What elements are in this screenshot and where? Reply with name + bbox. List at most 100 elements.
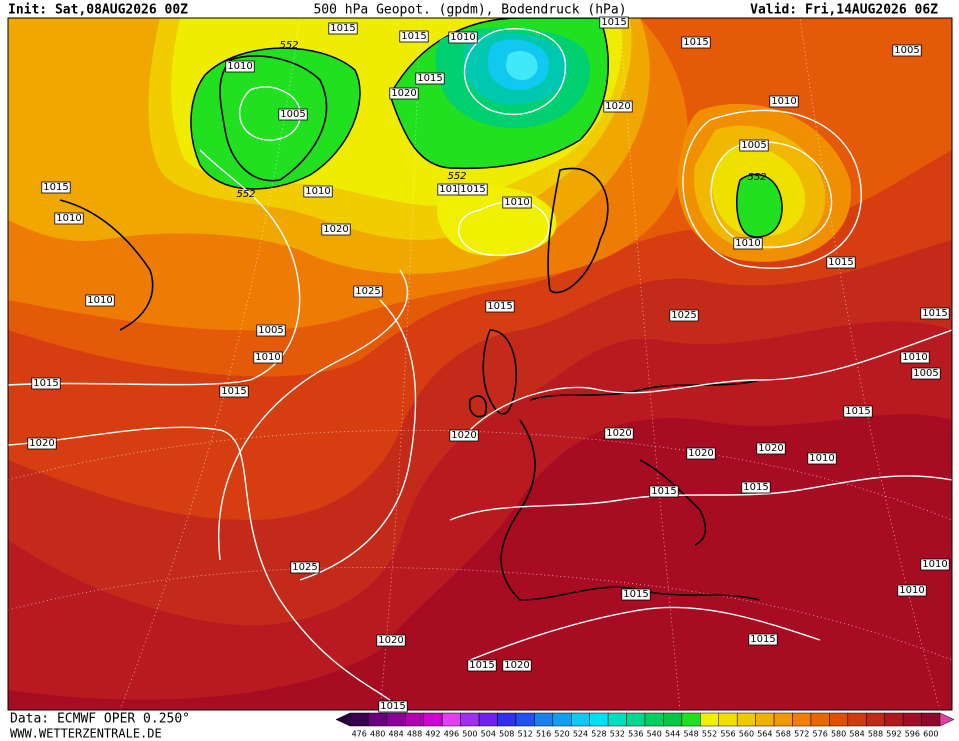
isobar: [218, 269, 409, 561]
colorbar-swatch: [902, 712, 922, 727]
isobar-label: 1010: [899, 585, 924, 596]
colorbar-swatch: [515, 712, 535, 727]
colorbar-swatch: [441, 712, 461, 727]
colorbar-label: 484: [388, 730, 403, 739]
isobar-label: 1015: [845, 406, 870, 417]
isobar-label: 1015: [43, 182, 68, 193]
colorbar-swatch: [497, 712, 517, 727]
isobar-label-box: [748, 633, 778, 646]
isobar-label: 1020: [758, 443, 783, 454]
colorbar-end-high: [939, 712, 955, 727]
isobar-label: 1010: [504, 197, 529, 208]
colorbar-swatch: [349, 712, 369, 727]
isobar-label: 1015: [828, 257, 853, 268]
isobar-label: 1010: [735, 238, 760, 249]
isobar-label: 1010: [87, 295, 112, 306]
isobar-label-box: [686, 447, 716, 460]
isobar-label: 1015: [469, 660, 494, 671]
isobar: [469, 329, 952, 431]
colorbar-swatch: [736, 712, 756, 727]
isobar: [463, 28, 567, 115]
isobar-label-box: [41, 181, 71, 194]
isobar-label-box: [502, 196, 532, 209]
isobar-label-box: [843, 405, 873, 418]
colorbar-label: 536: [628, 730, 643, 739]
colorbar-label: 560: [739, 730, 754, 739]
isobar-label: 1005: [894, 45, 919, 56]
colorbar-swatch: [386, 712, 406, 727]
colorbar-label: 476: [352, 730, 367, 739]
colorbar-label: 600: [923, 730, 938, 739]
isobar-label: 1015: [922, 308, 947, 319]
isobar-label: 1010: [771, 96, 796, 107]
colorbar-swatch: [866, 712, 885, 727]
isobar-label-box: [303, 185, 333, 198]
isobar-label-box: [328, 22, 358, 35]
map-field: [8, 18, 952, 710]
isobar-label: 1015: [651, 486, 676, 497]
coastline: [219, 55, 328, 182]
isobar-label-box: [733, 237, 763, 250]
isobar-label-box: [502, 659, 532, 672]
colorbar-label: 584: [849, 730, 864, 739]
isobar-label-box: [225, 60, 255, 73]
colorbar-swatch: [478, 712, 498, 727]
colorbar-swatch: [405, 712, 424, 727]
isobar-label: 1020: [688, 448, 713, 459]
isobar-label: 1020: [504, 660, 529, 671]
colorbar-label: 544: [665, 730, 680, 739]
isobar-label-box: [900, 351, 930, 364]
map-frame: [7, 17, 953, 711]
isobar-label: 1015: [601, 17, 626, 28]
colorbar-swatch: [884, 712, 904, 727]
colorbar-swatch: [700, 712, 719, 727]
colorbar-label: 512: [518, 730, 533, 739]
init-time: Init: Sat,08AUG2026 00Z: [8, 3, 188, 18]
colorbar-label: 576: [813, 730, 828, 739]
isobar-label-box: [378, 700, 408, 713]
site-url: WWW.WETTERZENTRALE.DE: [10, 727, 162, 741]
coastline: [482, 329, 518, 415]
colorbar-swatch: [755, 712, 775, 727]
isobar-label: 1010: [922, 559, 947, 570]
colorbar-label: 556: [720, 730, 735, 739]
colorbar-label: 548: [683, 730, 698, 739]
isobar-label-box: [603, 100, 633, 113]
isobar-label: 1015: [487, 301, 512, 312]
isobar-label: 1020: [605, 101, 630, 112]
isobar-label: 1005: [741, 140, 766, 151]
isobar-labels: 1015 1015 1010 1015 1015 1005 1010 1015 1020 1005…: [27, 16, 950, 713]
isobar-label-box: [485, 300, 515, 313]
isobar-label-box: [681, 36, 711, 49]
isobar-label: 1015: [401, 31, 426, 42]
isobar-label-box: [920, 307, 950, 320]
isobar-label: 1015: [683, 37, 708, 48]
isobar-label-box: [353, 285, 383, 298]
isobar-label: 1005: [280, 109, 305, 120]
colorbar-label: 552: [702, 730, 717, 739]
colorbar: 476 480 484 488 492 496 500 504 508 512 516 520 524 5…: [335, 712, 955, 739]
grid-line: [8, 567, 952, 661]
isobar-label-box: [756, 442, 786, 455]
colorbar-label: 504: [481, 730, 496, 739]
isobar-label: 1020: [451, 430, 476, 441]
colorbar-label: 480: [370, 730, 385, 739]
colorbar-label: 488: [407, 730, 422, 739]
isobar-label: 1015: [743, 482, 768, 493]
colorbar-swatch: [368, 712, 388, 727]
colorbar-label: 508: [499, 730, 514, 739]
isobar: [299, 299, 417, 581]
colorbar-label: 592: [886, 730, 901, 739]
isobar-label-box: [54, 212, 84, 225]
isobar-label-box: [290, 561, 320, 574]
isobar-label-box: [27, 437, 57, 450]
isobar-label-box: [769, 95, 799, 108]
isobar-label: 1020: [606, 428, 631, 439]
isobar-label-box: [739, 139, 769, 152]
isobar-label: 1010: [255, 352, 280, 363]
geopotential-label: 552: [447, 171, 466, 182]
colorbar-swatch: [589, 712, 609, 727]
map-title: 500 hPa Geopot. (gpdm), Bodendruck (hPa): [313, 3, 626, 18]
colorbar-swatch: [534, 712, 554, 727]
